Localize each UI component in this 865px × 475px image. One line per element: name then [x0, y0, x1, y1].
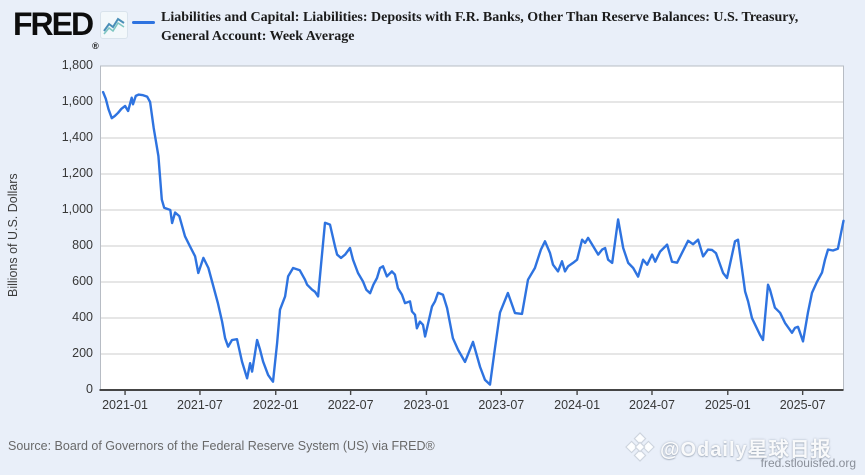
series-title-line2: General Account: Week Average: [161, 29, 355, 44]
y-tick-label: 600: [72, 274, 93, 288]
x-tick-label: 2025-07: [779, 398, 826, 412]
x-tick-label: 2023-07: [478, 398, 525, 412]
y-tick-label: 400: [72, 310, 93, 324]
fred-logo[interactable]: FRED®: [13, 6, 99, 51]
odaily-diamond-icon: [625, 432, 655, 462]
y-tick-label: 1,200: [61, 166, 93, 180]
y-axis-title: Billions of U.S. Dollars: [6, 173, 20, 297]
fred-sparkline-icon: [100, 11, 128, 39]
y-tick-label: 0: [86, 382, 93, 396]
x-tick-label: 2025-01: [704, 398, 751, 412]
series-legend-line: [132, 21, 155, 24]
watermark: @Odaily星球日报: [625, 432, 832, 462]
source-note: Source: Board of Governors of the Federa…: [8, 439, 435, 453]
y-tick-label: 800: [72, 238, 93, 252]
registered-mark: ®: [92, 41, 99, 51]
watermark-text: @Odaily星球日报: [660, 438, 832, 461]
y-tick-label: 1,000: [61, 202, 93, 216]
plot-frame: [100, 65, 844, 390]
x-tick-label: 2022-01: [252, 398, 299, 412]
x-tick-label: 2022-07: [327, 398, 374, 412]
fred-logo-text: FRED: [13, 6, 94, 42]
x-tick-label: 2024-07: [629, 398, 675, 412]
series-title: Liabilities and Capital: Liabilities: De…: [161, 8, 861, 46]
fred-site-link[interactable]: fred.stlouisfed.org: [760, 456, 856, 470]
x-tick-label: 2021-07: [177, 398, 223, 412]
series-title-line1: Liabilities and Capital: Liabilities: De…: [161, 10, 799, 25]
chart-header: FRED® Liabilities and Capital: Liabiliti…: [0, 0, 865, 58]
x-tick-label: 2023-01: [403, 398, 450, 412]
y-tick-label: 200: [72, 346, 93, 360]
x-tick-label: 2024-01: [554, 398, 601, 412]
x-tick-label: 2021-01: [102, 398, 148, 412]
y-tick-label: 1,400: [61, 130, 93, 144]
y-tick-label: 1,800: [61, 58, 93, 72]
y-tick-label: 1,600: [61, 94, 93, 108]
data-series-line: [101, 90, 845, 386]
